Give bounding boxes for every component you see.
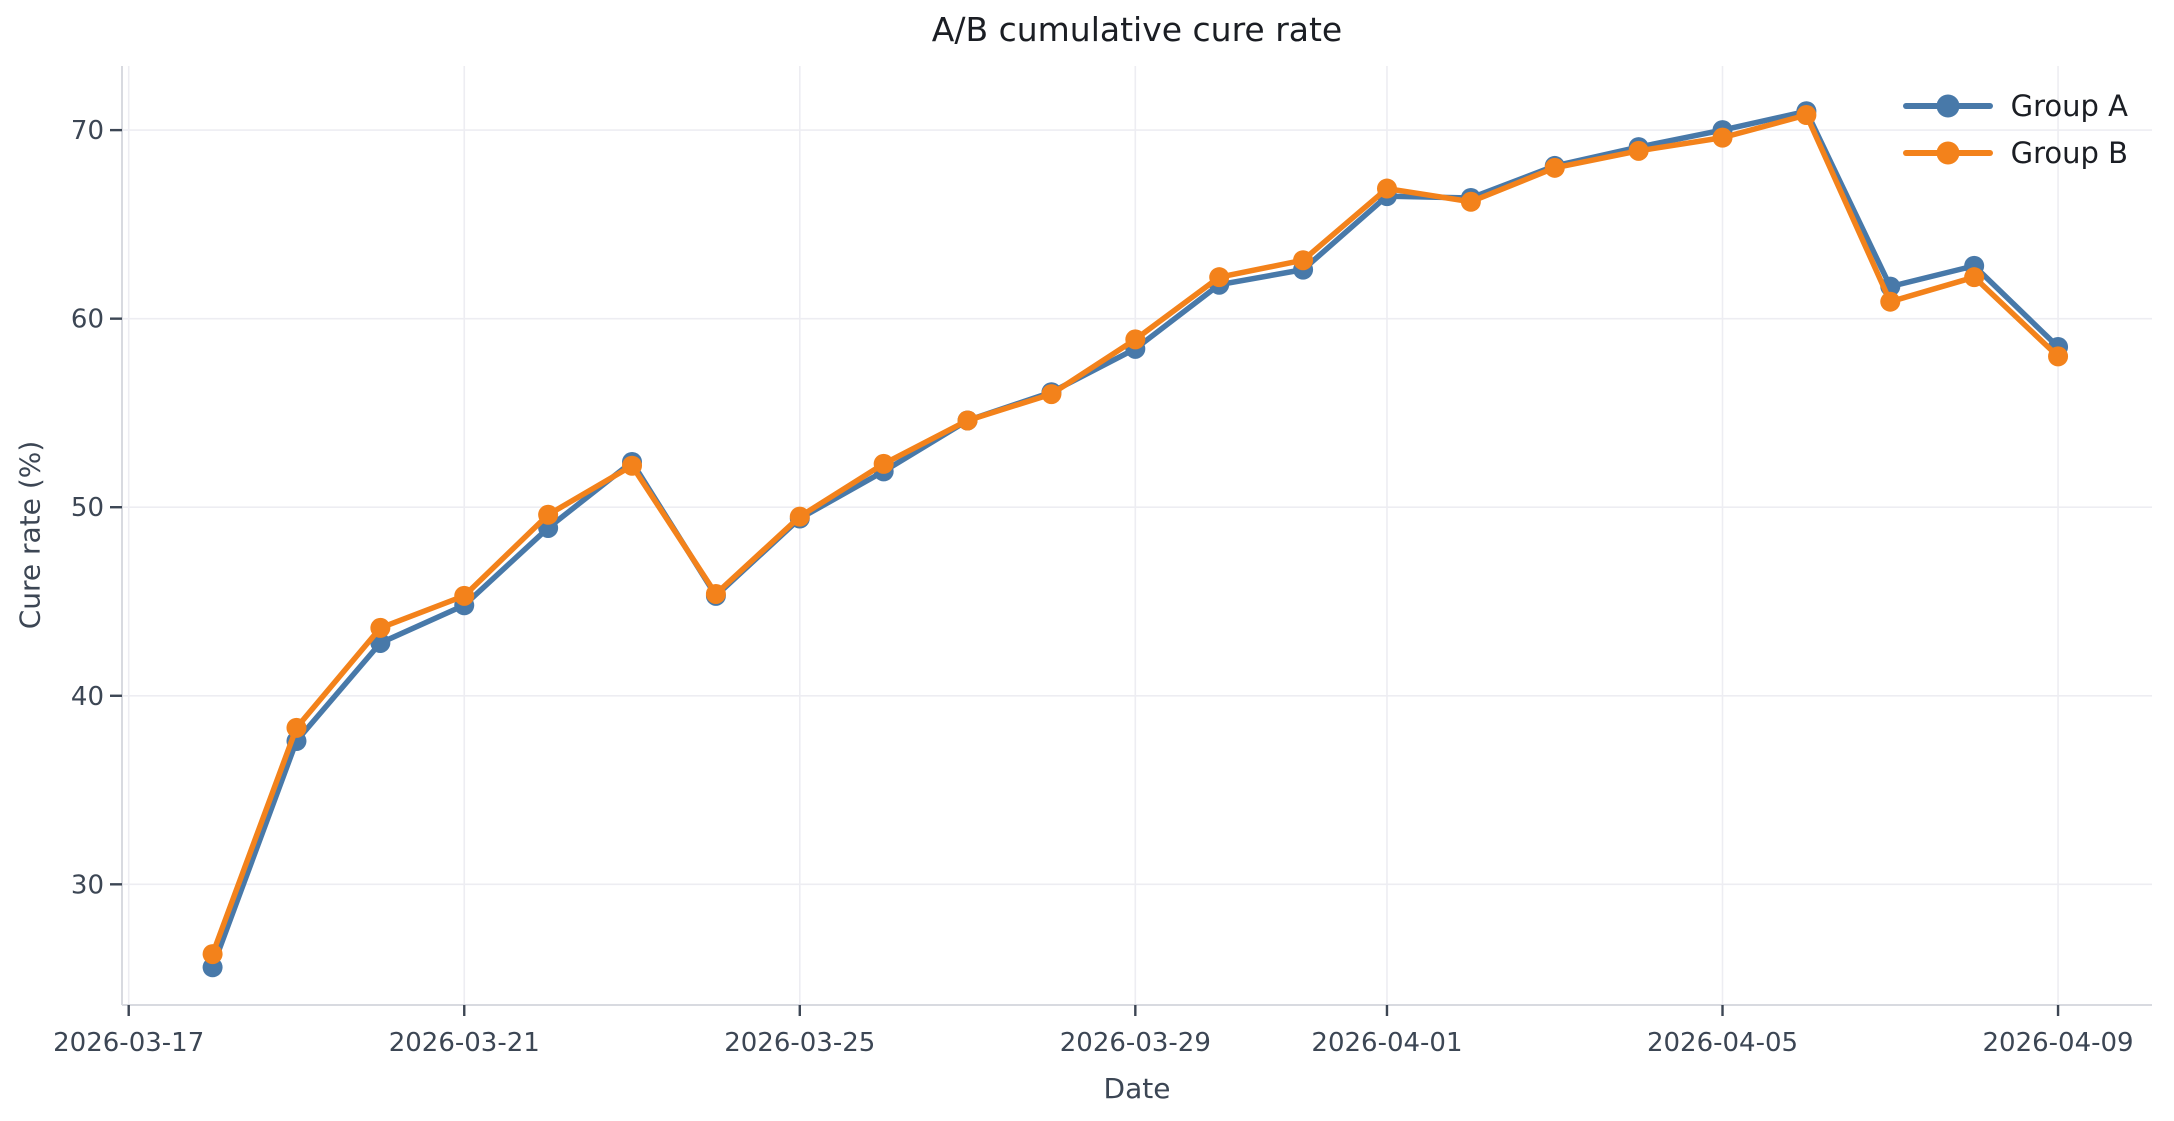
y-tick-label: 50 [71, 493, 104, 523]
y-tick-label: 70 [71, 116, 104, 146]
data-point-group-b [1376, 178, 1397, 199]
data-point-group-b [286, 717, 307, 738]
data-point-group-b [1628, 140, 1649, 161]
y-axis-label: Cure rate (%) [13, 440, 47, 630]
x-tick-label: 2026-04-05 [1647, 1028, 1798, 1058]
dot-marker-icon [1936, 141, 1960, 164]
legend: Group A Group B [1902, 82, 2128, 176]
data-point-group-b [873, 453, 894, 474]
data-point-group-b [1293, 250, 1314, 271]
data-point-group-b [1880, 291, 1901, 312]
data-point-group-b [1460, 191, 1481, 212]
data-point-group-b [1964, 267, 1985, 288]
x-tick-label: 2026-03-29 [1060, 1028, 1211, 1058]
dot-marker-icon [1936, 94, 1960, 117]
data-point-group-b [622, 455, 643, 476]
legend-label-group-b: Group B [2010, 135, 2128, 170]
y-tick-label: 40 [71, 682, 104, 712]
data-point-group-b [1209, 267, 1230, 288]
data-point-group-b [454, 585, 475, 606]
x-tick-label: 2026-04-01 [1311, 1028, 1462, 1058]
x-tick-label: 2026-03-21 [389, 1028, 540, 1058]
legend-item-group-b: Group B [1902, 129, 2128, 176]
data-point-group-b [1041, 384, 1062, 405]
data-point-group-b [202, 944, 223, 965]
chart-title: A/B cumulative cure rate [931, 10, 1343, 49]
y-tick-label: 60 [71, 305, 104, 335]
data-point-group-b [1796, 105, 1817, 126]
x-tick-label: 2026-03-25 [724, 1028, 875, 1058]
data-point-group-b [1544, 157, 1565, 178]
data-point-group-b [2048, 346, 2069, 367]
x-tick-label: 2026-04-09 [1982, 1028, 2133, 1058]
legend-label-group-a: Group A [2010, 88, 2128, 123]
data-point-group-b [705, 583, 726, 604]
legend-swatch-group-a [1902, 94, 1993, 118]
data-point-group-b [1125, 329, 1146, 350]
data-point-group-b [1712, 127, 1733, 148]
data-point-group-b [370, 617, 391, 638]
data-point-group-b [538, 504, 559, 525]
legend-swatch-group-b [1902, 141, 1993, 165]
x-axis-label: Date [1103, 1072, 1171, 1105]
data-point-group-b [789, 506, 810, 527]
x-tick-label: 2026-03-17 [53, 1028, 204, 1058]
data-point-group-b [957, 410, 978, 431]
legend-item-group-a: Group A [1902, 82, 2128, 129]
y-tick-label: 30 [71, 870, 104, 900]
